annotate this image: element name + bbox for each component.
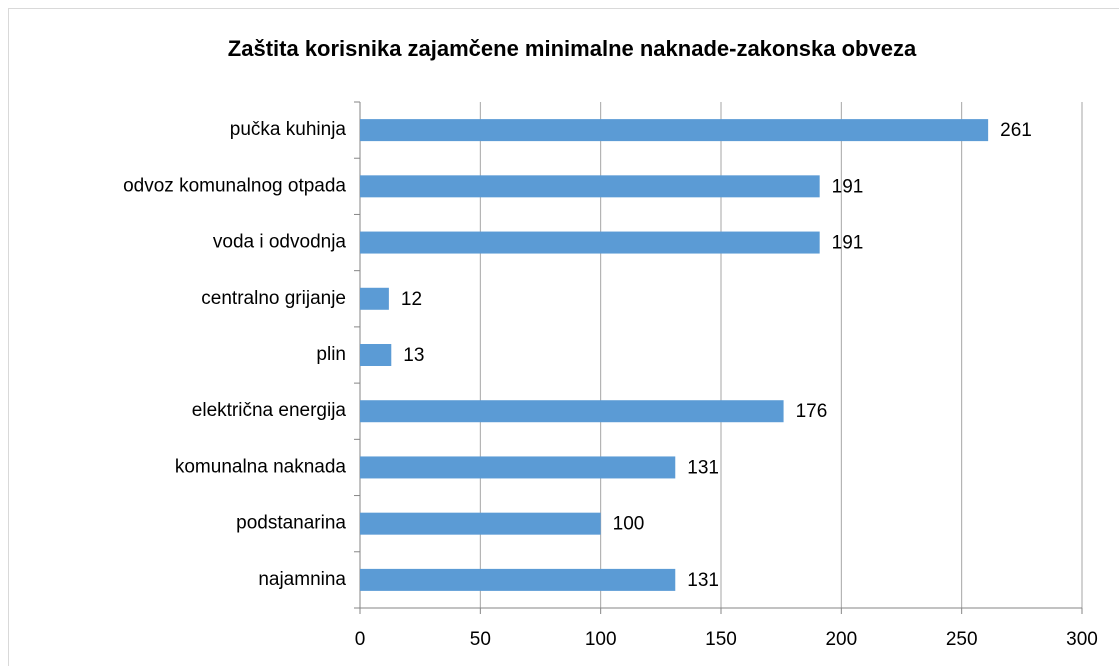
bar	[360, 568, 676, 591]
bar	[360, 344, 392, 366]
y-tick-label: podstanarina	[236, 513, 346, 534]
x-tick-label: 250	[946, 629, 978, 650]
data-label: 176	[796, 401, 828, 422]
x-tick-label: 200	[825, 629, 857, 650]
y-tick-label: centralno grijanje	[201, 288, 346, 309]
data-label: 191	[832, 233, 864, 254]
bar	[360, 231, 820, 254]
y-tick-label: električna energija	[192, 400, 347, 421]
y-tick-label: komunalna naknada	[175, 456, 347, 477]
data-label: 100	[613, 514, 645, 535]
bar	[360, 456, 676, 479]
data-label: 261	[1000, 120, 1032, 141]
data-label: 12	[401, 289, 422, 310]
bar	[360, 175, 820, 198]
y-tick-label: najamnina	[258, 569, 346, 590]
y-tick-label: voda i odvodnja	[213, 232, 347, 253]
y-tick-label: plin	[316, 344, 346, 365]
x-tick-label: 300	[1066, 629, 1098, 650]
data-label: 131	[687, 457, 719, 478]
bar	[360, 400, 784, 423]
bar	[360, 119, 989, 142]
data-label: 191	[832, 176, 864, 197]
bar	[360, 287, 389, 310]
bar	[360, 512, 601, 535]
y-tick-label: odvoz komunalnog otpada	[123, 175, 346, 196]
x-tick-label: 50	[470, 629, 491, 650]
x-tick-label: 150	[705, 629, 737, 650]
x-tick-label: 0	[355, 629, 366, 650]
chart-frame	[8, 8, 1119, 666]
y-tick-label: pučka kuhinja	[230, 119, 347, 140]
chart-title: Zaštita korisnika zajamčene minimalne na…	[228, 36, 917, 61]
data-label: 131	[687, 570, 719, 591]
data-label: 13	[403, 345, 424, 366]
x-tick-label: 100	[585, 629, 617, 650]
